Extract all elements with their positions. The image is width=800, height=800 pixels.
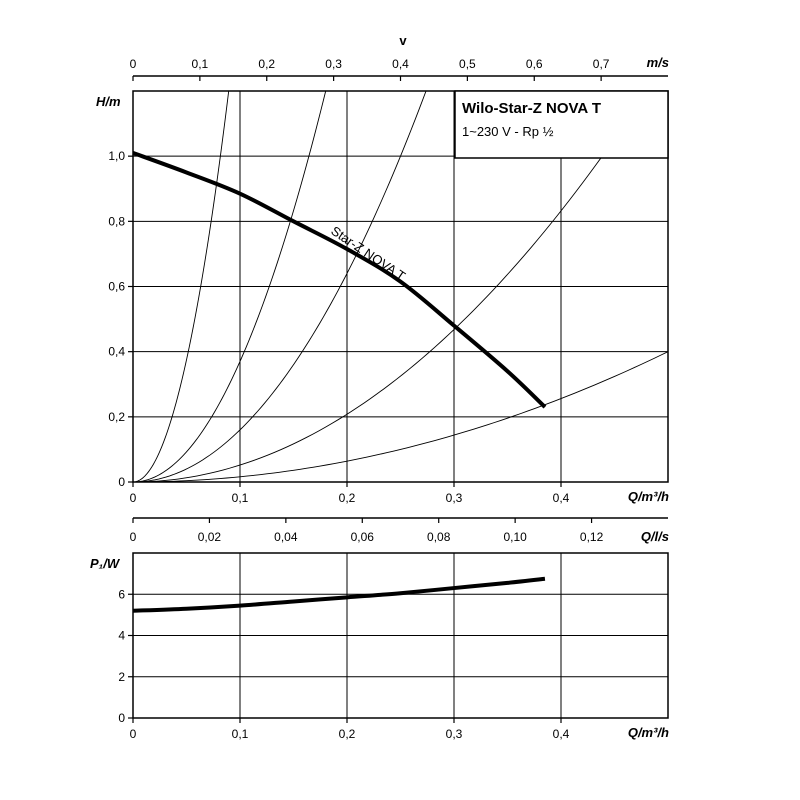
power-x-tick-label: 0,2: [339, 727, 356, 741]
system-curve: [132, 90, 427, 483]
velocity-tick-label: 0: [130, 57, 137, 71]
system-curve: [132, 90, 230, 483]
head-x-tick-label: 0,1: [232, 491, 249, 505]
head-y-tick-label: 0,8: [108, 214, 125, 228]
power-y-tick-label: 6: [118, 587, 125, 601]
power-y-tick-label: 4: [118, 629, 125, 643]
velocity-tick-label: 0,3: [325, 57, 342, 71]
power-x-tick-label: 0,4: [553, 727, 570, 741]
top-axis-label-v: v: [399, 33, 407, 48]
legend-subtitle: 1~230 V - Rp ½: [462, 124, 554, 139]
pump-head-curve: [132, 151, 547, 409]
legend-title: Wilo-Star-Z NOVA T: [462, 100, 601, 117]
legend-box: [454, 90, 669, 159]
system-curves: [132, 90, 669, 483]
head-y-tick-label: 0,4: [108, 345, 125, 359]
power-grid: [133, 553, 668, 718]
flow-ls-tick-label: 0,04: [274, 530, 298, 544]
head-y-tick-label: 0,2: [108, 410, 125, 424]
power-y-tick-label: 0: [118, 711, 125, 725]
velocity-tick-label: 0,2: [258, 57, 275, 71]
x-axis-label-power: Q/m³/h: [628, 725, 669, 740]
head-x-tick-label: 0,2: [339, 491, 356, 505]
top-axis-unit-ms: m/s: [647, 55, 669, 70]
velocity-tick-label: 0,4: [392, 57, 409, 71]
velocity-tick-label: 0,5: [459, 57, 476, 71]
flow-ls-tick-label: 0,10: [503, 530, 527, 544]
flow-ls-tick-label: 0,02: [198, 530, 222, 544]
velocity-tick-label: 0,1: [192, 57, 209, 71]
power-x-tick-label: 0,1: [232, 727, 249, 741]
flow-ls-tick-label: 0,12: [580, 530, 604, 544]
power-x-tick-label: 0,3: [446, 727, 463, 741]
y-axis-label-power: P₁/W: [90, 556, 121, 571]
power-x-tick-label: 0: [130, 727, 137, 741]
y-axis-label-head: H/m: [96, 94, 121, 109]
head-y-tick-label: 0,6: [108, 280, 125, 294]
system-curve: [132, 90, 648, 483]
flow-ls-tick-label: 0,08: [427, 530, 451, 544]
flow-ls-tick-label: 0: [130, 530, 137, 544]
head-x-tick-label: 0,3: [446, 491, 463, 505]
head-x-tick-label: 0,4: [553, 491, 570, 505]
mid-axis-label-ls: Q/l/s: [641, 529, 669, 544]
head-x-tick-label: 0: [130, 491, 137, 505]
system-curve: [132, 351, 669, 483]
curve-layer: [132, 151, 547, 613]
x-axis-label-head: Q/m³/h: [628, 489, 669, 504]
head-y-tick-label: 1,0: [108, 149, 125, 163]
system-curve: [132, 90, 327, 483]
pump-curve-label: Star-Z NOVA T: [328, 223, 408, 284]
velocity-tick-label: 0,6: [526, 57, 543, 71]
tick-layer: 0 0,1 0,2 0,3 0,4 0 0,2 0,4 0,6 0,8 1,0 0 0,1 0,2 0,3 0…: [108, 57, 609, 741]
power-y-tick-label: 2: [118, 670, 125, 684]
power-consumption-curve: [132, 576, 546, 613]
velocity-tick-label: 0,7: [593, 57, 610, 71]
flow-ls-tick-label: 0,06: [351, 530, 375, 544]
head-y-tick-label: 0: [118, 475, 125, 489]
